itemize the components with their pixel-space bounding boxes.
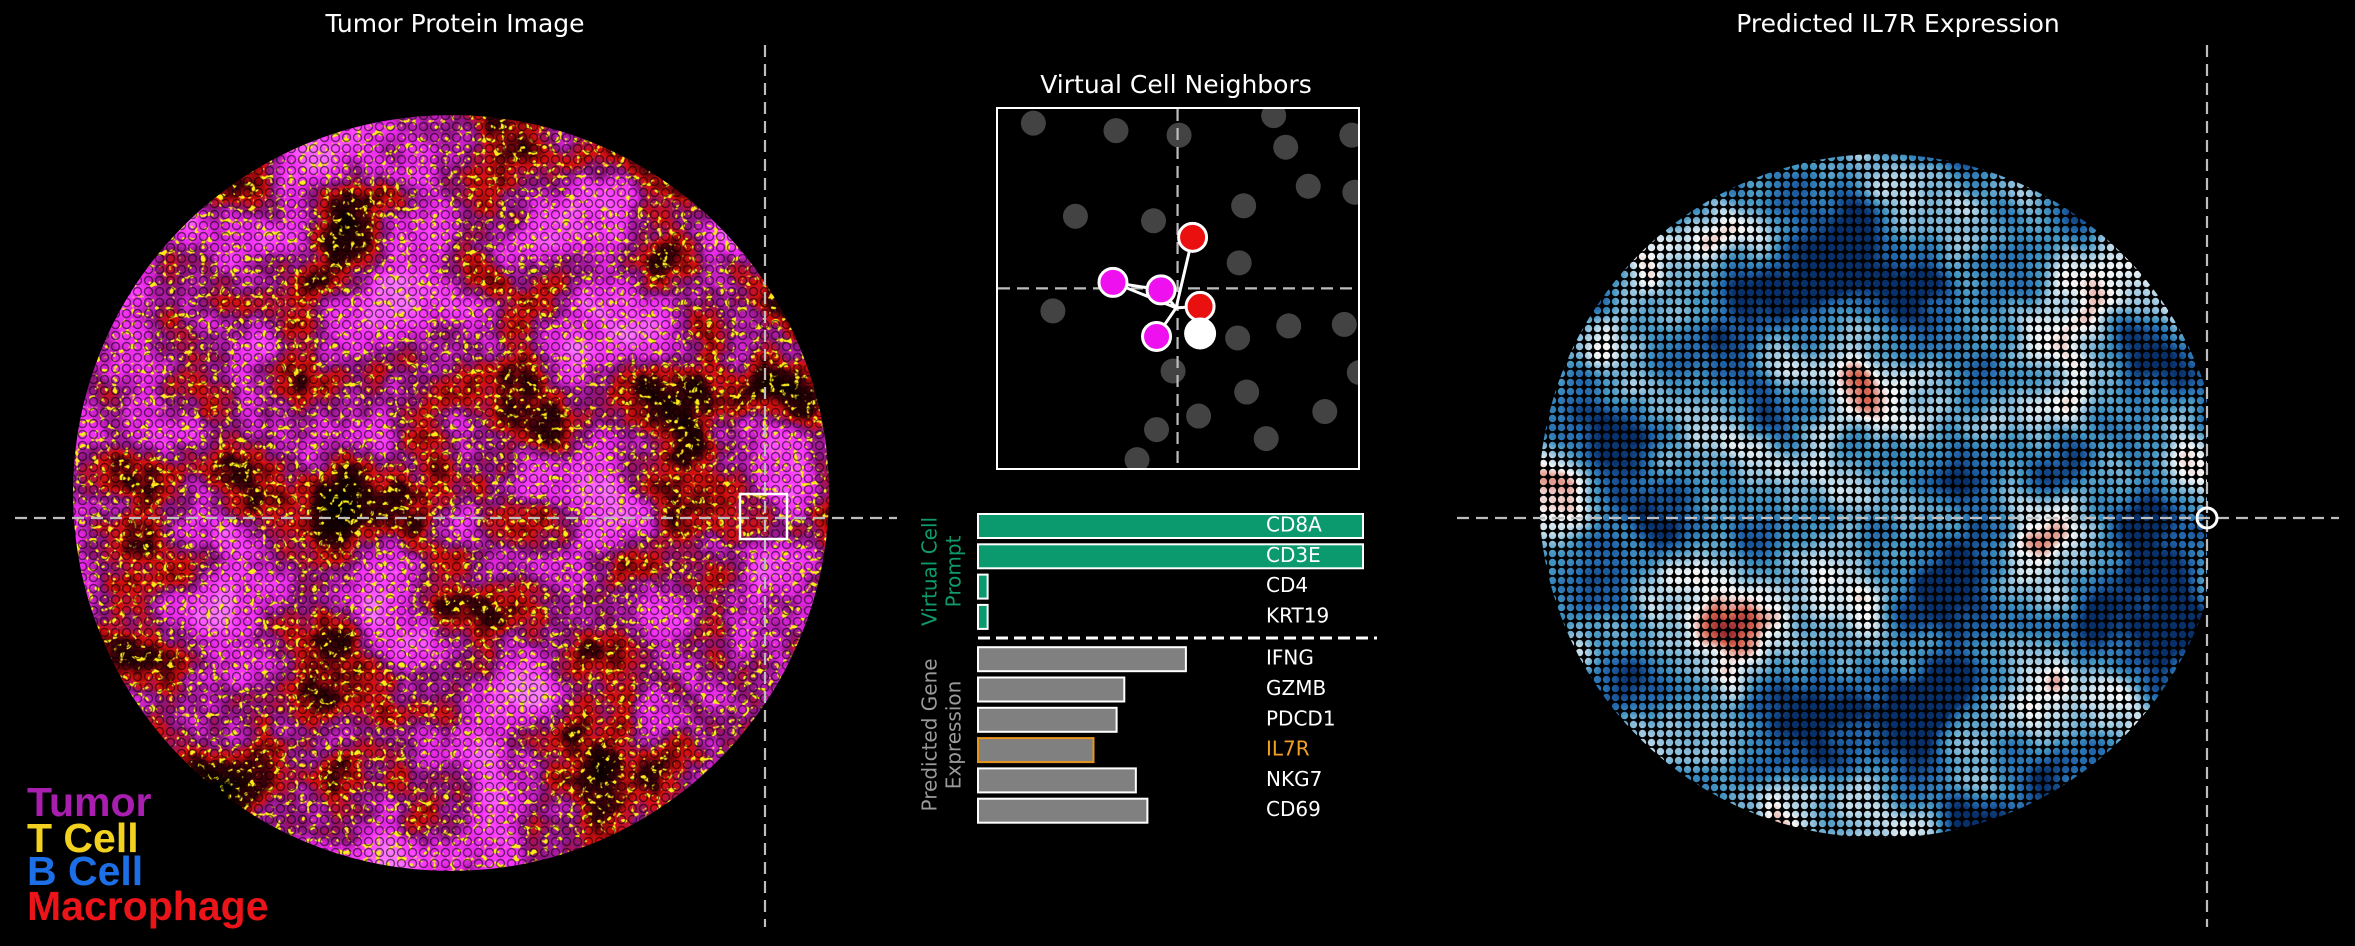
right-title: Predicted IL7R Expression bbox=[1736, 9, 2060, 38]
background-cell bbox=[1339, 122, 1358, 148]
bar-label: IFNG bbox=[1266, 646, 1314, 670]
cell-outlines bbox=[73, 115, 829, 871]
legend-label: T Cell bbox=[27, 815, 139, 861]
background-cell bbox=[1141, 208, 1167, 234]
bar bbox=[977, 797, 1149, 824]
group-label: Prompt bbox=[942, 535, 966, 607]
background-cell bbox=[1144, 417, 1170, 443]
bar-label: NKG7 bbox=[1266, 767, 1322, 791]
background-cell bbox=[1253, 426, 1279, 452]
background-cell bbox=[1331, 311, 1357, 337]
bar bbox=[977, 603, 989, 630]
background-cell bbox=[1062, 203, 1088, 229]
background-cell bbox=[1346, 360, 1358, 385]
bar-chart: CD8A CD3E CD4 KRT19 Virtual Cell Prompt IFNG GZ… bbox=[918, 513, 1377, 824]
neighbors-plot bbox=[996, 107, 1360, 470]
background-cell bbox=[1276, 313, 1302, 339]
neighbor-cell bbox=[1097, 266, 1129, 298]
bar bbox=[977, 767, 1137, 794]
group-label: Predicted Gene bbox=[918, 658, 942, 811]
background-cell bbox=[1124, 447, 1150, 468]
selection-box bbox=[738, 492, 789, 541]
legend-label: Macrophage bbox=[27, 883, 269, 929]
neighbor-cell bbox=[1145, 274, 1177, 306]
background-cell bbox=[1186, 403, 1212, 429]
background-cell bbox=[1273, 134, 1299, 160]
bar-label: IL7R bbox=[1266, 737, 1310, 761]
tissue-image bbox=[73, 115, 829, 871]
legend-label: Tumor bbox=[27, 779, 152, 825]
bar bbox=[977, 513, 1364, 539]
neighbor-cells bbox=[1020, 109, 1358, 468]
left-title: Tumor Protein Image bbox=[324, 9, 584, 38]
bar-label: PDCD1 bbox=[1266, 706, 1336, 730]
query-cell-marker bbox=[2195, 506, 2219, 530]
expression-map bbox=[1539, 154, 2207, 838]
bar bbox=[977, 573, 989, 600]
background-cell bbox=[1225, 325, 1251, 351]
group-label: Expression bbox=[942, 681, 966, 790]
background-cell bbox=[1160, 358, 1186, 384]
bar bbox=[977, 737, 1095, 764]
bar-label: GZMB bbox=[1266, 676, 1326, 700]
bar-label: KRT19 bbox=[1266, 603, 1329, 627]
background-cell bbox=[1234, 379, 1260, 405]
neighbor-cell bbox=[1141, 320, 1173, 352]
bar bbox=[977, 543, 1364, 570]
query-cell bbox=[1184, 317, 1217, 350]
background-cell bbox=[1103, 118, 1129, 144]
background-cell bbox=[1342, 179, 1358, 205]
background-cell bbox=[1166, 122, 1192, 148]
background-cell bbox=[1261, 109, 1287, 129]
background-cell bbox=[1226, 250, 1252, 276]
background-cell bbox=[1312, 399, 1338, 425]
neighbor-cell bbox=[1177, 221, 1209, 253]
background-cell bbox=[1020, 110, 1046, 136]
bar bbox=[977, 676, 1126, 703]
bar bbox=[977, 706, 1118, 733]
neighbors-title: Virtual Cell Neighbors bbox=[1040, 70, 1312, 99]
neighbor-cell bbox=[1184, 290, 1216, 322]
background-cell bbox=[1231, 193, 1257, 219]
bar-label: CD4 bbox=[1266, 573, 1308, 597]
bar bbox=[977, 646, 1187, 673]
background-cell bbox=[1040, 298, 1066, 324]
legend-label: B Cell bbox=[27, 848, 143, 894]
group-label: Virtual Cell bbox=[918, 517, 942, 626]
expression-dots bbox=[1539, 154, 2207, 838]
bar-label: CD8A bbox=[1266, 513, 1322, 537]
bar-label: CD69 bbox=[1266, 797, 1321, 821]
bar-label: CD3E bbox=[1266, 543, 1321, 567]
background-cell bbox=[1295, 173, 1321, 199]
